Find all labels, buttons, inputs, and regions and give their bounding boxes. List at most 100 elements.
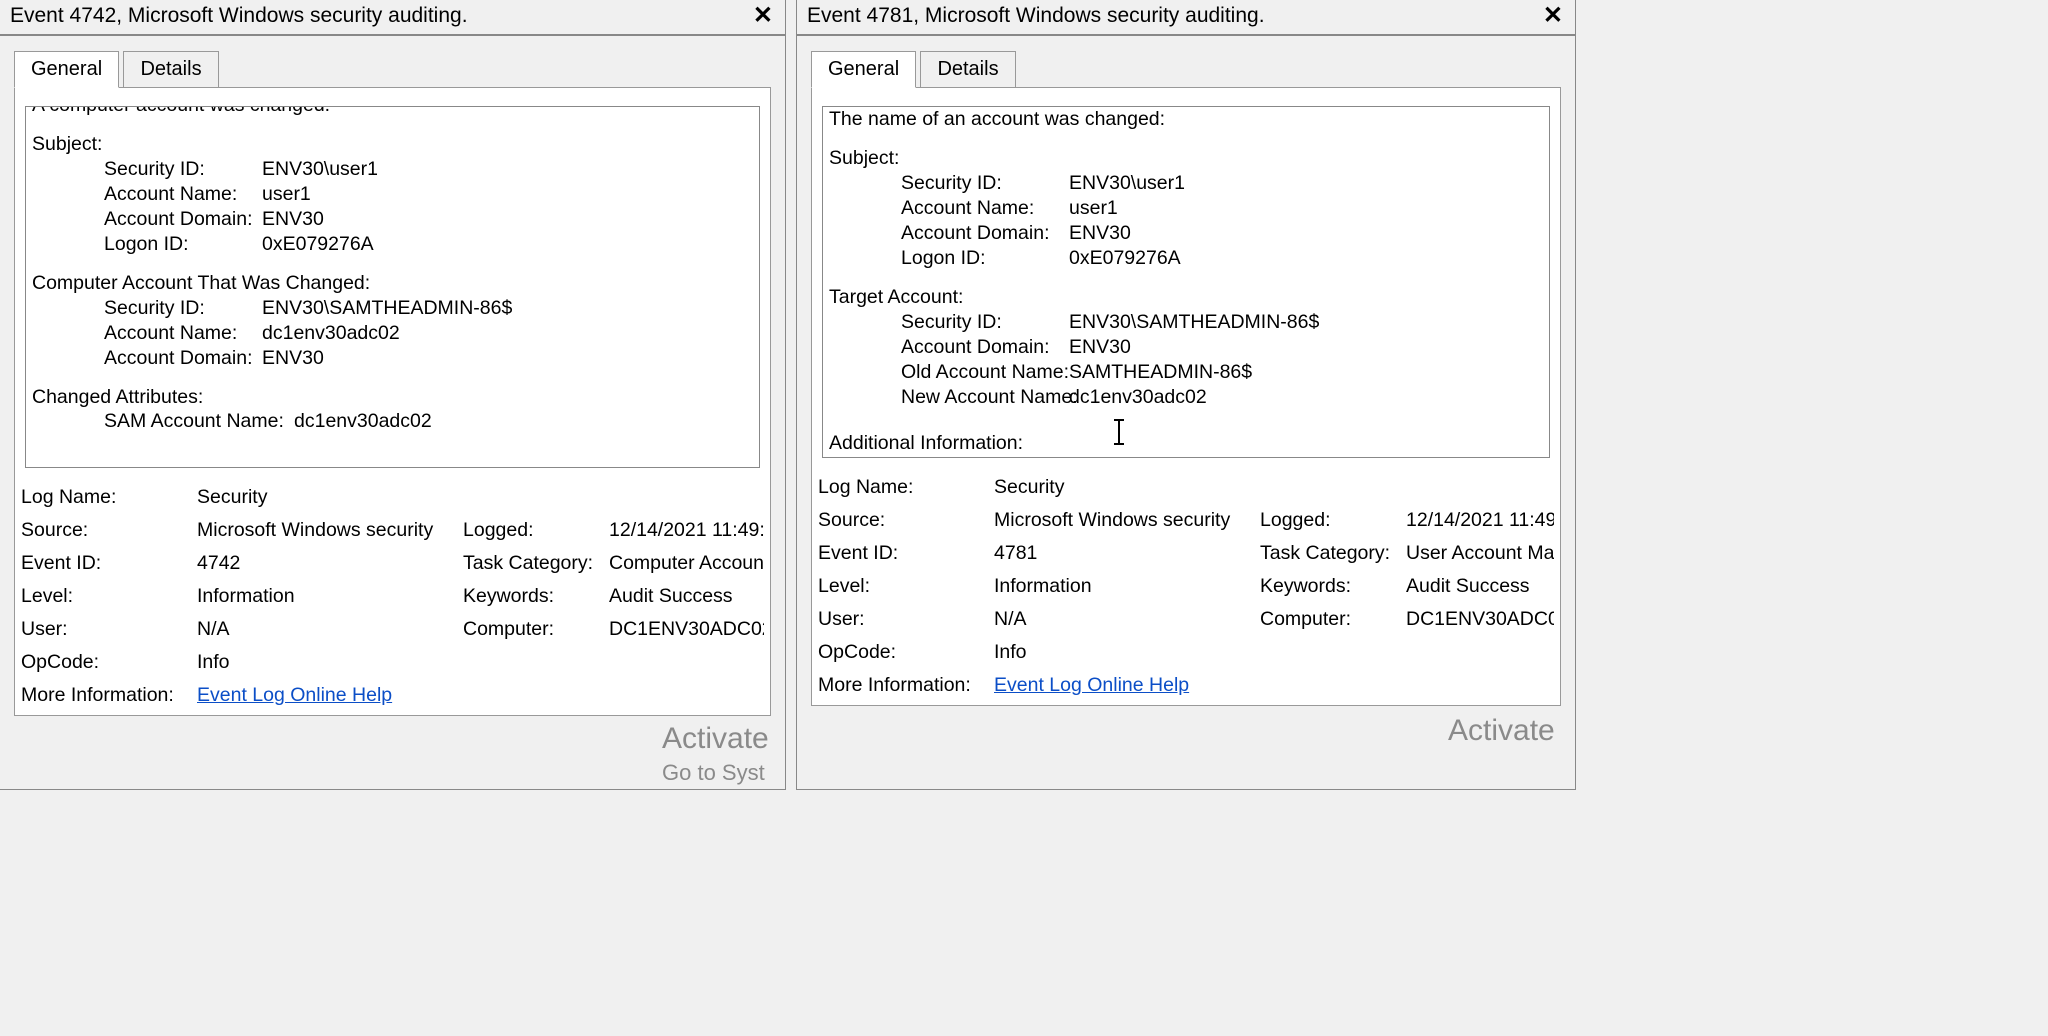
desc-bottom-cut: Additional Information:	[829, 431, 1543, 456]
ta-old-account-name-value: SAMTHEADMIN-86$	[1069, 360, 1543, 385]
ta-old-account-name-label: Old Account Name:	[829, 360, 1069, 385]
ca-security-id-label: Security ID:	[32, 296, 262, 321]
target-account-label: Target Account:	[829, 285, 1543, 310]
logon-id-value: 0xE079276A	[1069, 246, 1543, 271]
desc-header: The name of an account was changed:	[829, 107, 1543, 132]
level-label: Level:	[21, 585, 191, 608]
ta-new-account-name-label: New Account Name:	[829, 385, 1069, 410]
account-name-label: Account Name:	[32, 182, 262, 207]
user-value: N/A	[197, 618, 457, 641]
security-id-label: Security ID:	[829, 171, 1069, 196]
ca-account-name-value: dc1env30adc02	[262, 321, 753, 346]
level-label: Level:	[818, 575, 988, 598]
source-value: Microsoft Windows security	[994, 509, 1254, 532]
user-label: User:	[818, 608, 988, 631]
logon-id-value: 0xE079276A	[262, 232, 753, 257]
sam-account-name-label: SAM Account Name:	[32, 409, 294, 434]
logged-value: 12/14/2021 11:49:41	[1406, 509, 1554, 532]
tab-general[interactable]: General	[811, 51, 916, 88]
computer-value: DC1ENV30ADC02.e	[609, 618, 764, 641]
ta-account-domain-value: ENV30	[1069, 335, 1543, 360]
opcode-label: OpCode:	[21, 651, 191, 674]
text-cursor-icon	[1118, 421, 1120, 443]
opcode-value: Info	[994, 641, 1254, 664]
more-info-label: More Information:	[21, 684, 191, 707]
logon-id-label: Logon ID:	[32, 232, 262, 257]
security-id-label: Security ID:	[32, 157, 262, 182]
account-name-value: user1	[1069, 196, 1543, 221]
tab-strip: General Details	[811, 50, 1561, 88]
sam-account-name-value: dc1env30adc02	[294, 409, 753, 434]
desc-header-cut: A computer account was changed.	[32, 106, 753, 118]
account-domain-value: ENV30	[1069, 221, 1543, 246]
ca-account-domain-value: ENV30	[262, 346, 753, 371]
event-window-4742: Event 4742, Microsoft Windows security a…	[0, 0, 786, 790]
opcode-label: OpCode:	[818, 641, 988, 664]
titlebar[interactable]: Event 4781, Microsoft Windows security a…	[797, 0, 1575, 36]
subject-label: Subject:	[32, 132, 753, 157]
event-meta-grid: Log Name: Security Source: Microsoft Win…	[21, 486, 764, 707]
tab-strip: General Details	[14, 50, 771, 88]
account-domain-label: Account Domain:	[829, 221, 1069, 246]
account-name-value: user1	[262, 182, 753, 207]
security-id-value: ENV30\user1	[1069, 171, 1543, 196]
task-category-value: Computer Account	[609, 552, 764, 575]
tab-details[interactable]: Details	[920, 51, 1015, 88]
stage: Event 4742, Microsoft Windows security a…	[0, 0, 2048, 1036]
user-value: N/A	[994, 608, 1254, 631]
ta-security-id-label: Security ID:	[829, 310, 1069, 335]
opcode-value: Info	[197, 651, 457, 674]
event-description[interactable]: The name of an account was changed: Subj…	[822, 106, 1550, 458]
ta-account-domain-label: Account Domain:	[829, 335, 1069, 360]
event-window-4781: Event 4781, Microsoft Windows security a…	[796, 0, 1576, 790]
window-title: Event 4742, Microsoft Windows security a…	[10, 4, 468, 28]
event-meta-grid: Log Name: Security Source: Microsoft Win…	[818, 476, 1554, 697]
computer-value: DC1ENV30ADC02.e	[1406, 608, 1554, 631]
logged-label: Logged:	[1260, 509, 1400, 532]
keywords-value: Audit Success	[609, 585, 764, 608]
log-name-label: Log Name:	[21, 486, 191, 509]
event-log-online-help-link[interactable]: Event Log Online Help	[994, 674, 1189, 696]
keywords-label: Keywords:	[1260, 575, 1400, 598]
account-domain-value: ENV30	[262, 207, 753, 232]
log-name-label: Log Name:	[818, 476, 988, 499]
account-name-label: Account Name:	[829, 196, 1069, 221]
computer-label: Computer:	[1260, 608, 1400, 631]
task-category-value: User Account Mana	[1406, 542, 1554, 565]
source-label: Source:	[21, 519, 191, 542]
ta-security-id-value: ENV30\SAMTHEADMIN-86$	[1069, 310, 1543, 335]
ca-security-id-value: ENV30\SAMTHEADMIN-86$	[262, 296, 753, 321]
keywords-label: Keywords:	[463, 585, 603, 608]
event-id-label: Event ID:	[818, 542, 988, 565]
source-value: Microsoft Windows security	[197, 519, 457, 542]
tab-details[interactable]: Details	[123, 51, 218, 88]
ca-account-domain-label: Account Domain:	[32, 346, 262, 371]
tab-body: A computer account was changed. Subject:…	[14, 88, 771, 716]
level-value: Information	[994, 575, 1254, 598]
computer-label: Computer:	[463, 618, 603, 641]
event-id-value: 4742	[197, 552, 457, 575]
close-icon[interactable]: ✕	[1539, 7, 1567, 25]
task-category-label: Task Category:	[463, 552, 603, 575]
task-category-label: Task Category:	[1260, 542, 1400, 565]
event-log-online-help-link[interactable]: Event Log Online Help	[197, 684, 392, 706]
window-title: Event 4781, Microsoft Windows security a…	[807, 4, 1265, 28]
ca-account-name-label: Account Name:	[32, 321, 262, 346]
ta-new-account-name-value: dc1env30adc02	[1069, 385, 1543, 410]
logged-value: 12/14/2021 11:49:41	[609, 519, 764, 542]
tab-general[interactable]: General	[14, 51, 119, 88]
user-label: User:	[21, 618, 191, 641]
logon-id-label: Logon ID:	[829, 246, 1069, 271]
source-label: Source:	[818, 509, 988, 532]
event-id-value: 4781	[994, 542, 1254, 565]
more-info-label: More Information:	[818, 674, 988, 697]
titlebar[interactable]: Event 4742, Microsoft Windows security a…	[0, 0, 785, 36]
log-name-value: Security	[994, 476, 1254, 499]
tab-body: The name of an account was changed: Subj…	[811, 88, 1561, 706]
logged-label: Logged:	[463, 519, 603, 542]
event-description[interactable]: A computer account was changed. Subject:…	[25, 106, 760, 468]
keywords-value: Audit Success	[1406, 575, 1554, 598]
security-id-value: ENV30\user1	[262, 157, 753, 182]
changed-account-label: Computer Account That Was Changed:	[32, 271, 753, 296]
close-icon[interactable]: ✕	[749, 7, 777, 25]
